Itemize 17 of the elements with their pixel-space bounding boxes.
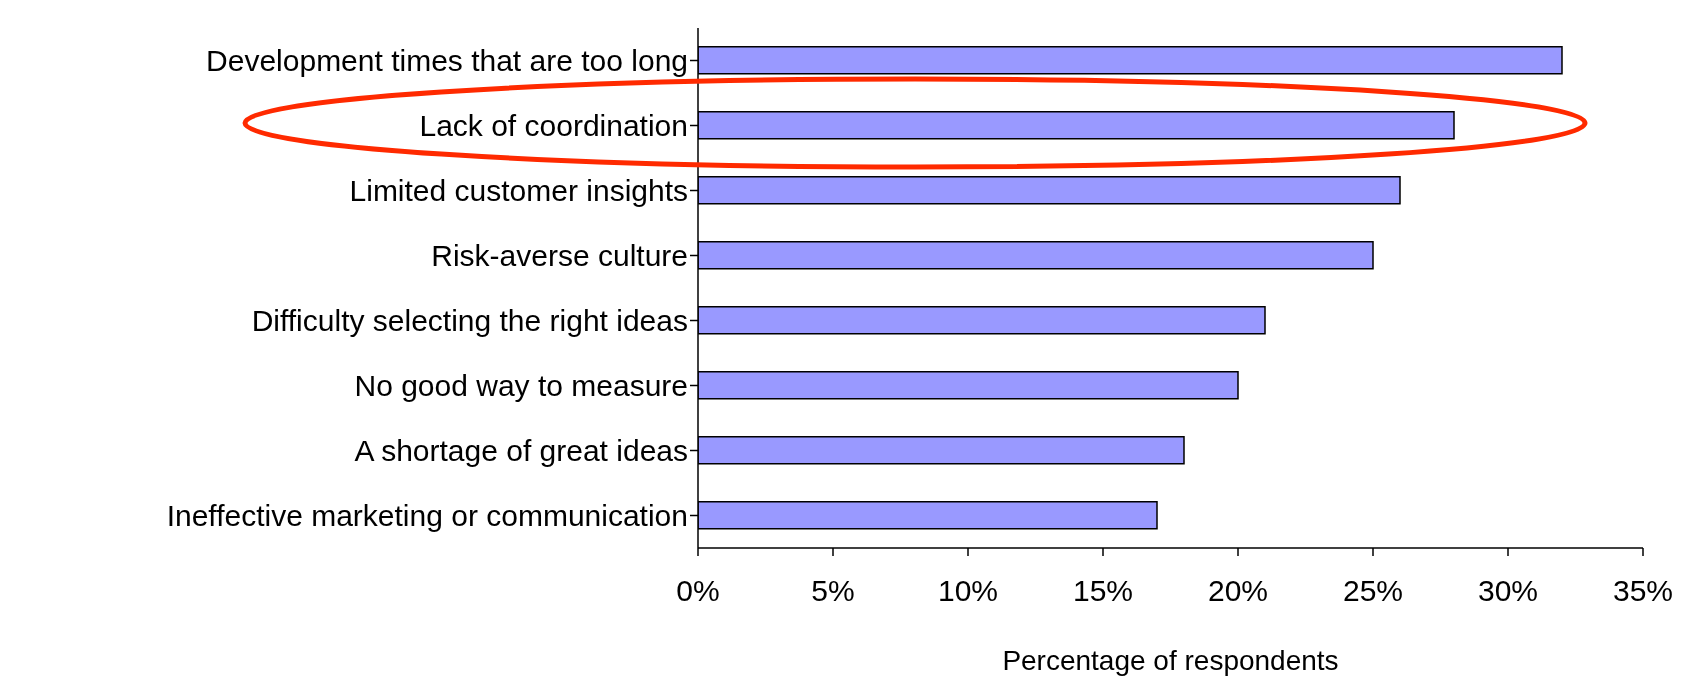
x-tick-label: 35% [1612,574,1674,608]
y-tick-label: Development times that are too long [206,44,688,78]
x-tick-label: 5% [811,574,855,608]
x-tick-label: 20% [1207,574,1269,608]
x-tick-label: 30% [1477,574,1539,608]
y-tick-label: Ineffective marketing or communication [166,499,688,533]
y-tick-label: Limited customer insights [349,174,688,208]
x-tick-label: 25% [1342,574,1404,608]
x-tick-label: 15% [1072,574,1134,608]
y-tick-label: Risk-averse culture [431,239,688,273]
x-axis-title: Percentage of respondents [1002,645,1339,676]
x-tick-label: 0% [676,574,720,608]
y-tick-label: Lack of coordination [419,109,688,143]
x-tick-label: 10% [937,574,999,608]
y-tick-label: A shortage of great ideas [354,434,688,468]
y-tick-label: Difficulty selecting the right ideas [251,304,688,338]
y-tick-label: No good way to measure [354,369,688,403]
